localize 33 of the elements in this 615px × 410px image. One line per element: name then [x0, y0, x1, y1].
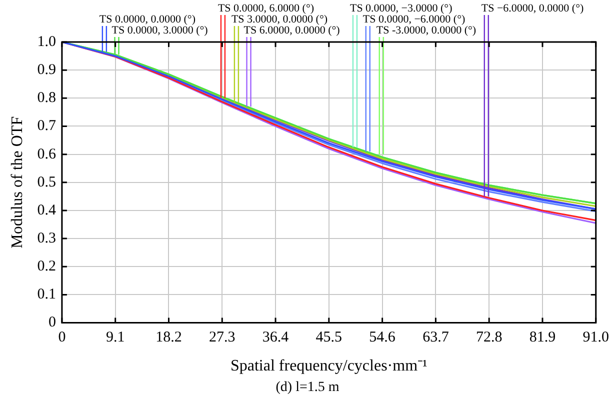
y-tick-label: 0.9 — [37, 62, 56, 78]
annotation: TS 3.0000, 0.0000 (°) — [231, 13, 328, 26]
x-tick-label: 91.0 — [582, 330, 609, 346]
x-tick-label: 27.3 — [209, 330, 236, 346]
y-tick-label: 0.1 — [37, 286, 56, 303]
annotation: TS 6.0000, 0.0000 (°) — [244, 24, 340, 36]
x-tick-label: 63.7 — [422, 330, 450, 346]
x-tick-label: 36.4 — [262, 330, 290, 346]
y-tick-label: 1.0 — [37, 34, 56, 50]
annotation: TS 0.0000, −3.0000 (°) — [350, 2, 453, 14]
annotation: TS 0.0000, −6.0000 (°) — [362, 13, 466, 26]
annotation: TS 0.0000, 0.0000 (°) — [99, 13, 196, 26]
y-tick-label: 0.2 — [37, 258, 56, 275]
x-tick-label: 18.2 — [156, 330, 182, 346]
y-tick-label: 0.3 — [37, 230, 56, 246]
y-axis-title: Modulus of the OTF — [8, 116, 26, 248]
y-tick-label: 0.5 — [37, 174, 56, 190]
text: (d) l=1.5 m — [274, 380, 340, 396]
annotation: TS 0.0000, 3.0000 (°) — [112, 24, 208, 36]
annotation: TS -3.0000, 0.0000 (°) — [376, 24, 476, 36]
annotation: TS 0.0000, 6.0000 (°) — [218, 2, 314, 14]
y-tick-label: 0.8 — [37, 90, 56, 106]
y-tick-label: 0.6 — [37, 146, 56, 162]
x-tick-label: 72.8 — [476, 330, 502, 346]
x-tick-label: 9.1 — [106, 330, 125, 346]
y-tick-label: 0.7 — [37, 118, 56, 134]
y-tick-label: 0.4 — [37, 202, 56, 218]
x-tick-label: 81.9 — [529, 330, 556, 346]
x-tick-label: 45.5 — [316, 330, 342, 346]
annotation: TS −6.0000, 0.0000 (°) — [481, 2, 584, 14]
y-tick-label: 0 — [48, 314, 56, 331]
x-axis-title: Spatial frequency/cycles·mm⁻¹ — [230, 358, 428, 375]
x-tick-label: 54.6 — [369, 330, 396, 346]
